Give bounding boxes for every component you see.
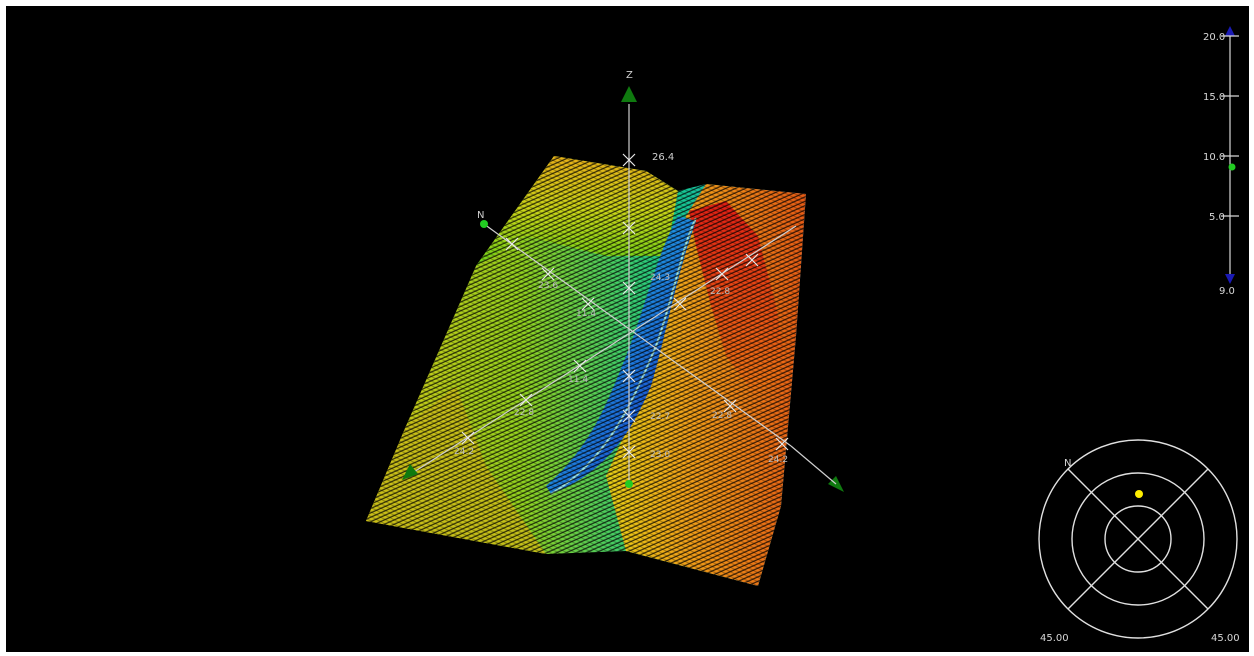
origin-marker <box>625 480 633 488</box>
point-cloud-scene[interactable]: Z N <box>6 6 1249 652</box>
east-axis <box>413 225 797 473</box>
ne-tick-label-2: 22.8 <box>710 287 730 297</box>
z-axis-label: Z <box>626 70 633 81</box>
axis-ticks <box>461 153 789 459</box>
z-tick-label-2: 24.3 <box>650 273 670 283</box>
center-tick-label: 11.4 <box>576 309 596 319</box>
axis-gizmo: Z N <box>402 70 844 492</box>
orientation-compass[interactable]: N 45.00 45.00 <box>1038 439 1240 644</box>
compass-inner-ring <box>1104 505 1172 573</box>
compass-view-target[interactable] <box>1135 490 1143 498</box>
3d-viewport[interactable]: Z N <box>6 6 1249 652</box>
z-tick-label-4: 23.0 <box>650 450 670 460</box>
z-tick-label-3: 22.7 <box>650 412 670 422</box>
depth-scale-marker[interactable] <box>1228 163 1236 171</box>
nw-tick-label-3: 11.4 <box>568 375 588 385</box>
z-tick-label-top: 26.4 <box>652 152 674 163</box>
compass-right-value: 45.00 <box>1211 633 1240 644</box>
ne-tick-label-1: 23.6 <box>538 281 558 291</box>
compass-outer-ring <box>1038 439 1238 639</box>
ne-tick-label-4: 24.2 <box>768 455 788 465</box>
depth-scale-label-15: 15.0 <box>1203 92 1225 103</box>
compass-left-value: 45.00 <box>1040 633 1069 644</box>
depth-scale-label-5: 5.0 <box>1209 212 1225 223</box>
north-axis-label: N <box>477 210 484 221</box>
depth-scale-bottom-arrow-icon[interactable] <box>1225 274 1235 284</box>
depth-scale-top-arrow-icon[interactable] <box>1225 26 1235 36</box>
east-axis-arrow-icon <box>402 464 418 480</box>
compass-north-label: N <box>1064 458 1071 469</box>
depth-scale-label-current: 9.0 <box>1219 286 1235 297</box>
ne-tick-label-3: 22.8 <box>712 411 732 421</box>
nw-tick-label-1: 24.2 <box>454 447 474 457</box>
z-axis-arrow-icon <box>621 86 637 102</box>
compass-middle-ring <box>1071 472 1205 606</box>
north-axis-end-marker <box>480 220 488 228</box>
terrain-surface <box>366 156 806 586</box>
north-axis <box>483 223 792 447</box>
depth-scale[interactable]: 20.0 15.0 10.0 5.0 9.0 <box>1203 26 1239 297</box>
nw-tick-label-2: 22.8 <box>514 408 534 418</box>
depth-scale-label-10: 10.0 <box>1203 152 1225 163</box>
depth-scale-label-20: 20.0 <box>1203 32 1225 43</box>
